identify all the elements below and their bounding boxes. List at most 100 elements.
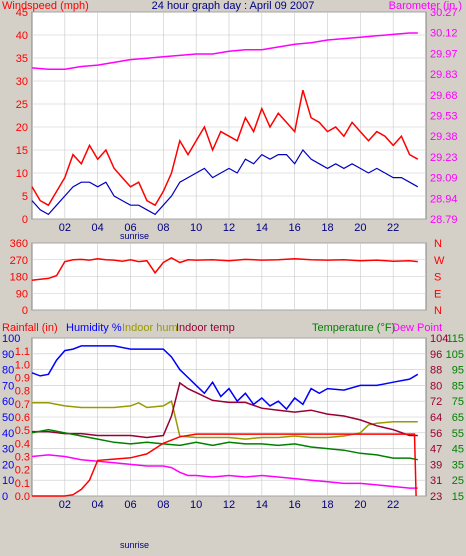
- rain-tick-label: 1.1: [15, 346, 30, 358]
- compass-tick-label: S: [434, 272, 441, 284]
- barometer-tick-label: 29.23: [430, 152, 458, 164]
- barometer-tick-label: 30.12: [430, 28, 458, 40]
- temperature-tick-label: 15: [452, 491, 464, 503]
- temperature-tick-label: 105: [446, 349, 464, 361]
- humidity-tick-label: 50: [2, 412, 14, 424]
- wind-direction-line: [31, 257, 418, 281]
- indoor-temp-tick-label: 23: [430, 491, 442, 503]
- hour-tick-label: 20: [354, 222, 366, 234]
- barometer-tick-label: 29.97: [430, 48, 458, 60]
- dew-point-line: [31, 454, 418, 489]
- hour-tick-label: 02: [59, 499, 71, 511]
- compass-tick-label: W: [434, 255, 445, 267]
- windspeed-tick-label: 45: [16, 7, 28, 19]
- indoor-temp-tick-label: 104: [430, 333, 448, 345]
- rainfall-line: [32, 433, 417, 497]
- rainfall-axis-label: Rainfall (in): [2, 322, 58, 334]
- hour-tick-label: 14: [256, 222, 268, 234]
- climate-panel: 0.00.10.20.3 0.40.50.60.70.80.9 1.01.1 0 10…: [2, 322, 464, 550]
- direction-tick-label: 270: [10, 255, 28, 267]
- humidity-axis-label: Humidity %: [66, 322, 122, 334]
- windspeed-tick-label: 20: [16, 122, 28, 134]
- humidity-tick-label: 10: [2, 475, 14, 487]
- sunrise-label: sunrise: [120, 231, 149, 241]
- hour-tick-label: 08: [157, 222, 169, 234]
- climate-hour-tick-labels: 02 04 06 08 10 12 14 16 18 20 22: [59, 499, 400, 511]
- climate-sunrise-label: sunrise: [120, 540, 149, 550]
- indoor-temp-tick-label: 80: [430, 380, 442, 392]
- temperature-tick-label: 115: [446, 333, 464, 345]
- windspeed-tick-label: 40: [16, 30, 28, 42]
- dew-point-axis-label: Dew Point: [392, 322, 442, 334]
- chart-title: 24 hour graph day : April 09 2007: [152, 0, 315, 12]
- indoor-temp-tick-label: 88: [430, 365, 442, 377]
- rain-tick-labels: 0.00.10.20.3 0.40.50.60.70.80.9 1.01.1: [15, 346, 30, 503]
- barometer-tick-label: 29.83: [430, 69, 458, 81]
- windspeed-tick-label: 35: [16, 53, 28, 65]
- barometer-axis-label: Barometer (in.): [389, 0, 462, 12]
- indoor-temp-tick-label: 56: [430, 428, 442, 440]
- rain-tick-label: 0.0: [15, 491, 30, 503]
- temperature-tick-label: 45: [452, 444, 464, 456]
- temperature-tick-label: 35: [452, 459, 464, 471]
- windspeed-tick-label: 30: [16, 76, 28, 88]
- indoor-temp-axis-label: Indoor temp: [176, 322, 235, 334]
- temperature-tick-label: 95: [452, 365, 464, 377]
- hour-tick-label: 12: [223, 222, 235, 234]
- rain-tick-label: 1.0: [15, 359, 30, 371]
- indoor-temp-tick-label: 64: [430, 412, 442, 424]
- indoor-temp-tick-label: 47: [430, 444, 442, 456]
- wind-grid: [32, 11, 426, 220]
- windspeed-tick-label: 5: [22, 191, 28, 203]
- humidity-tick-label: 100: [2, 333, 20, 345]
- indoor-temperature-line: [32, 381, 418, 439]
- barometer-tick-label: 29.38: [430, 131, 458, 143]
- rain-tick-label: 0.6: [15, 412, 30, 424]
- barometer-tick-label: 28.94: [430, 193, 458, 205]
- humidity-tick-label: 90: [2, 349, 14, 361]
- hour-tick-label: 18: [321, 222, 333, 234]
- direction-tick-label: 360: [10, 238, 28, 250]
- humidity-tick-label: 40: [2, 428, 14, 440]
- humidity-tick-label: 20: [2, 459, 14, 471]
- humidity-line: [31, 345, 419, 411]
- humidity-tick-label: 30: [2, 444, 14, 456]
- compass-tick-label: N: [434, 238, 442, 250]
- hour-tick-label: 16: [289, 499, 301, 511]
- temperature-tick-label: 75: [452, 396, 464, 408]
- hour-tick-label: 06: [124, 499, 136, 511]
- windspeed-line: [31, 89, 419, 207]
- hour-tick-label: 22: [387, 499, 399, 511]
- rain-tick-label: 0.2: [15, 465, 30, 477]
- compass-tick-label: E: [434, 288, 441, 300]
- temperature-tick-labels: 15 25 35 45 55 65 75 85 95 105 115: [446, 333, 464, 503]
- humidity-tick-labels: 0 10 20 30 40 50 60 70 80 90 100: [2, 333, 20, 503]
- rain-tick-label: 0.3: [15, 452, 30, 464]
- windspeed-tick-label: 15: [16, 145, 28, 157]
- climate-grid: [32, 337, 426, 497]
- humidity-tick-label: 70: [2, 380, 14, 392]
- hour-tick-label: 18: [321, 499, 333, 511]
- rain-tick-label: 0.4: [15, 438, 30, 450]
- humidity-tick-label: 80: [2, 365, 14, 377]
- direction-tick-label: 180: [10, 272, 28, 284]
- barometer-tick-labels: 28.79 28.94 29.09 29.23 29.38 29.53 29.68 29.83…: [430, 7, 458, 226]
- hour-tick-label: 04: [92, 222, 104, 234]
- indoor-humidity-line: [32, 400, 418, 440]
- compass-tick-label: N: [434, 305, 442, 317]
- hour-tick-label: 04: [92, 499, 104, 511]
- temperature-tick-label: 85: [452, 380, 464, 392]
- temperature-tick-label: 55: [452, 428, 464, 440]
- barometer-tick-label: 28.79: [430, 214, 458, 226]
- windspeed-tick-label: 10: [16, 168, 28, 180]
- rain-tick-label: 0.5: [15, 425, 30, 437]
- temperature-axis-label: Temperature (°F): [312, 322, 395, 334]
- hour-tick-label: 10: [190, 499, 202, 511]
- rain-tick-label: 0.9: [15, 373, 30, 385]
- indoor-temp-tick-label: 31: [430, 475, 442, 487]
- hour-tick-label: 16: [289, 222, 301, 234]
- direction-tick-label: 0: [22, 305, 28, 317]
